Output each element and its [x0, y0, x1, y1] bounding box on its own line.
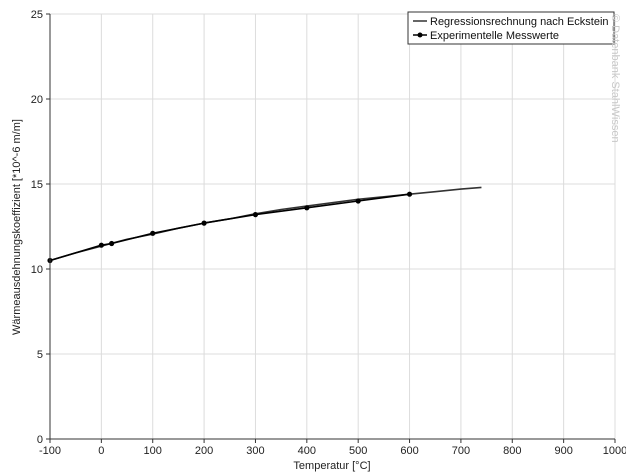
y-tick-label-3: 15	[31, 179, 43, 191]
x-tick-label-1: 0	[98, 445, 104, 457]
data-point-1-3	[150, 230, 156, 236]
legend: Regressionsrechnung nach Eckstein Experi…	[407, 11, 615, 45]
series-line-1	[49, 193, 410, 262]
grid	[49, 13, 616, 440]
x-tick-label-10: 900	[554, 445, 572, 457]
y-tick-label-1: 5	[37, 349, 43, 361]
x-tick-label-0: -100	[39, 445, 61, 457]
legend-label-regression: Regressionsrechnung nach Eckstein	[430, 16, 609, 28]
y-tick-label-2: 10	[31, 264, 43, 276]
x-tick-label-5: 400	[298, 445, 316, 457]
x-tick-label-2: 100	[144, 445, 162, 457]
x-tick-label-3: 200	[195, 445, 213, 457]
x-tick-label-8: 700	[452, 445, 470, 457]
data-point-1-8	[406, 191, 413, 197]
legend-box	[407, 11, 615, 45]
data-point-1-7	[355, 198, 361, 204]
data-point-1-4	[201, 220, 207, 226]
data-point-1-5	[252, 212, 259, 218]
legend-label-experimental: Experimentelle Messwerte	[430, 30, 559, 42]
x-tick-label-7: 600	[400, 445, 418, 457]
data-point-1-1	[98, 242, 104, 248]
data-point-1-6	[304, 205, 310, 211]
x-tick-label-4: 300	[246, 445, 264, 457]
series-layer	[47, 186, 482, 264]
axes: -100 0 100 200 300 400 500 600 700 800 900 10000510…	[31, 9, 626, 457]
x-tick-label-6: 500	[349, 445, 367, 457]
x-tick-label-9: 800	[503, 445, 521, 457]
y-tick-label-0: 0	[37, 434, 43, 446]
legend-marker-experimental	[417, 32, 423, 38]
y-axis-title: Wärmeausdehnungskoeffizient [*10^-6 m/m]	[11, 119, 23, 335]
series-line-0	[49, 186, 482, 262]
y-tick-label-5: 25	[31, 9, 43, 21]
x-tick-label-11: 1000	[603, 445, 626, 457]
y-tick-label-4: 20	[31, 94, 43, 106]
data-point-1-2	[109, 240, 115, 247]
x-axis-title: Temperatur [°C]	[293, 460, 370, 472]
watermark-text: © Datenbank StahlWissen	[609, 14, 621, 143]
